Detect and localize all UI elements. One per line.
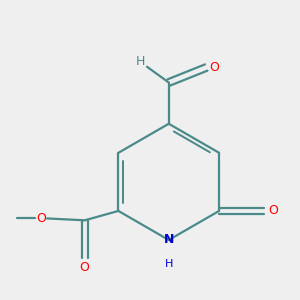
Text: N: N <box>164 233 174 247</box>
Text: H: H <box>165 259 173 269</box>
Text: O: O <box>36 212 46 225</box>
Text: O: O <box>268 204 278 218</box>
Text: O: O <box>210 61 219 74</box>
Text: H: H <box>136 56 145 68</box>
Text: O: O <box>80 261 90 274</box>
